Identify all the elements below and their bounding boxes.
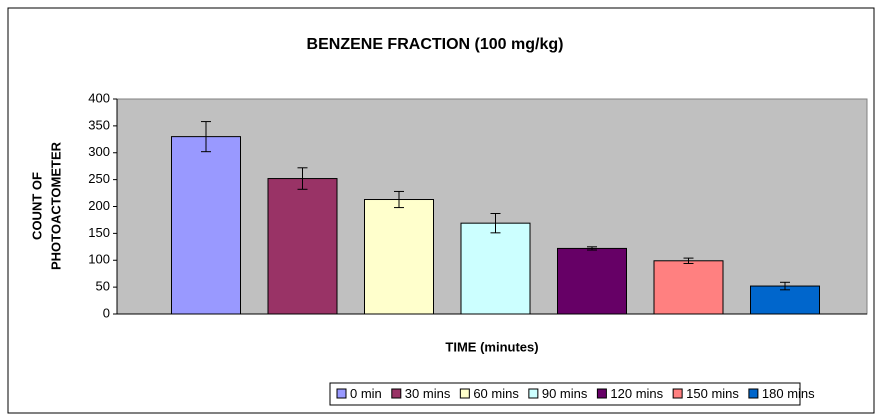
error-bar — [490, 212, 501, 234]
legend-swatch — [596, 388, 607, 399]
y-tick-label: 0 — [103, 305, 110, 320]
legend-label: 60 mins — [473, 386, 519, 401]
chart-title: BENZENE FRACTION (100 mg/kg) — [307, 36, 564, 53]
legend-swatch — [672, 388, 683, 399]
legend-label: 0 min — [350, 386, 382, 401]
legend-label: 120 mins — [610, 386, 663, 401]
y-axis-label: COUNT OF — [29, 172, 44, 240]
legend-label: 180 mins — [762, 386, 815, 401]
error-bar — [201, 121, 211, 153]
bar — [171, 136, 241, 315]
y-tick-label: 50 — [96, 279, 110, 294]
error-bar — [297, 167, 308, 190]
error-bar — [780, 281, 790, 291]
legend-label: 150 mins — [686, 386, 739, 401]
error-bar — [394, 190, 404, 209]
y-axis-label: PHOTOACTOMETER — [48, 141, 63, 270]
legend-swatch — [391, 388, 402, 399]
y-tick-label: 350 — [88, 117, 110, 132]
y-tick-label: 100 — [88, 252, 110, 267]
x-axis-label: TIME (minutes) — [445, 339, 538, 354]
y-tick-label: 300 — [88, 144, 110, 159]
y-tick-label: 250 — [88, 171, 110, 186]
legend-swatch — [748, 388, 759, 399]
y-tick-label: 400 — [88, 90, 110, 105]
legend-swatch — [336, 388, 347, 399]
bar — [653, 260, 724, 315]
legend-label: 90 mins — [542, 386, 588, 401]
legend-swatch — [528, 388, 539, 399]
y-tick-label: 200 — [88, 198, 110, 213]
legend-swatch — [459, 388, 470, 399]
legend-label: 30 mins — [405, 386, 451, 401]
y-tick-label: 150 — [88, 225, 110, 240]
bar — [460, 222, 531, 315]
error-bar — [683, 257, 694, 264]
bar — [557, 247, 627, 315]
error-bar — [587, 246, 597, 251]
bar — [364, 199, 434, 315]
bar — [267, 178, 338, 315]
